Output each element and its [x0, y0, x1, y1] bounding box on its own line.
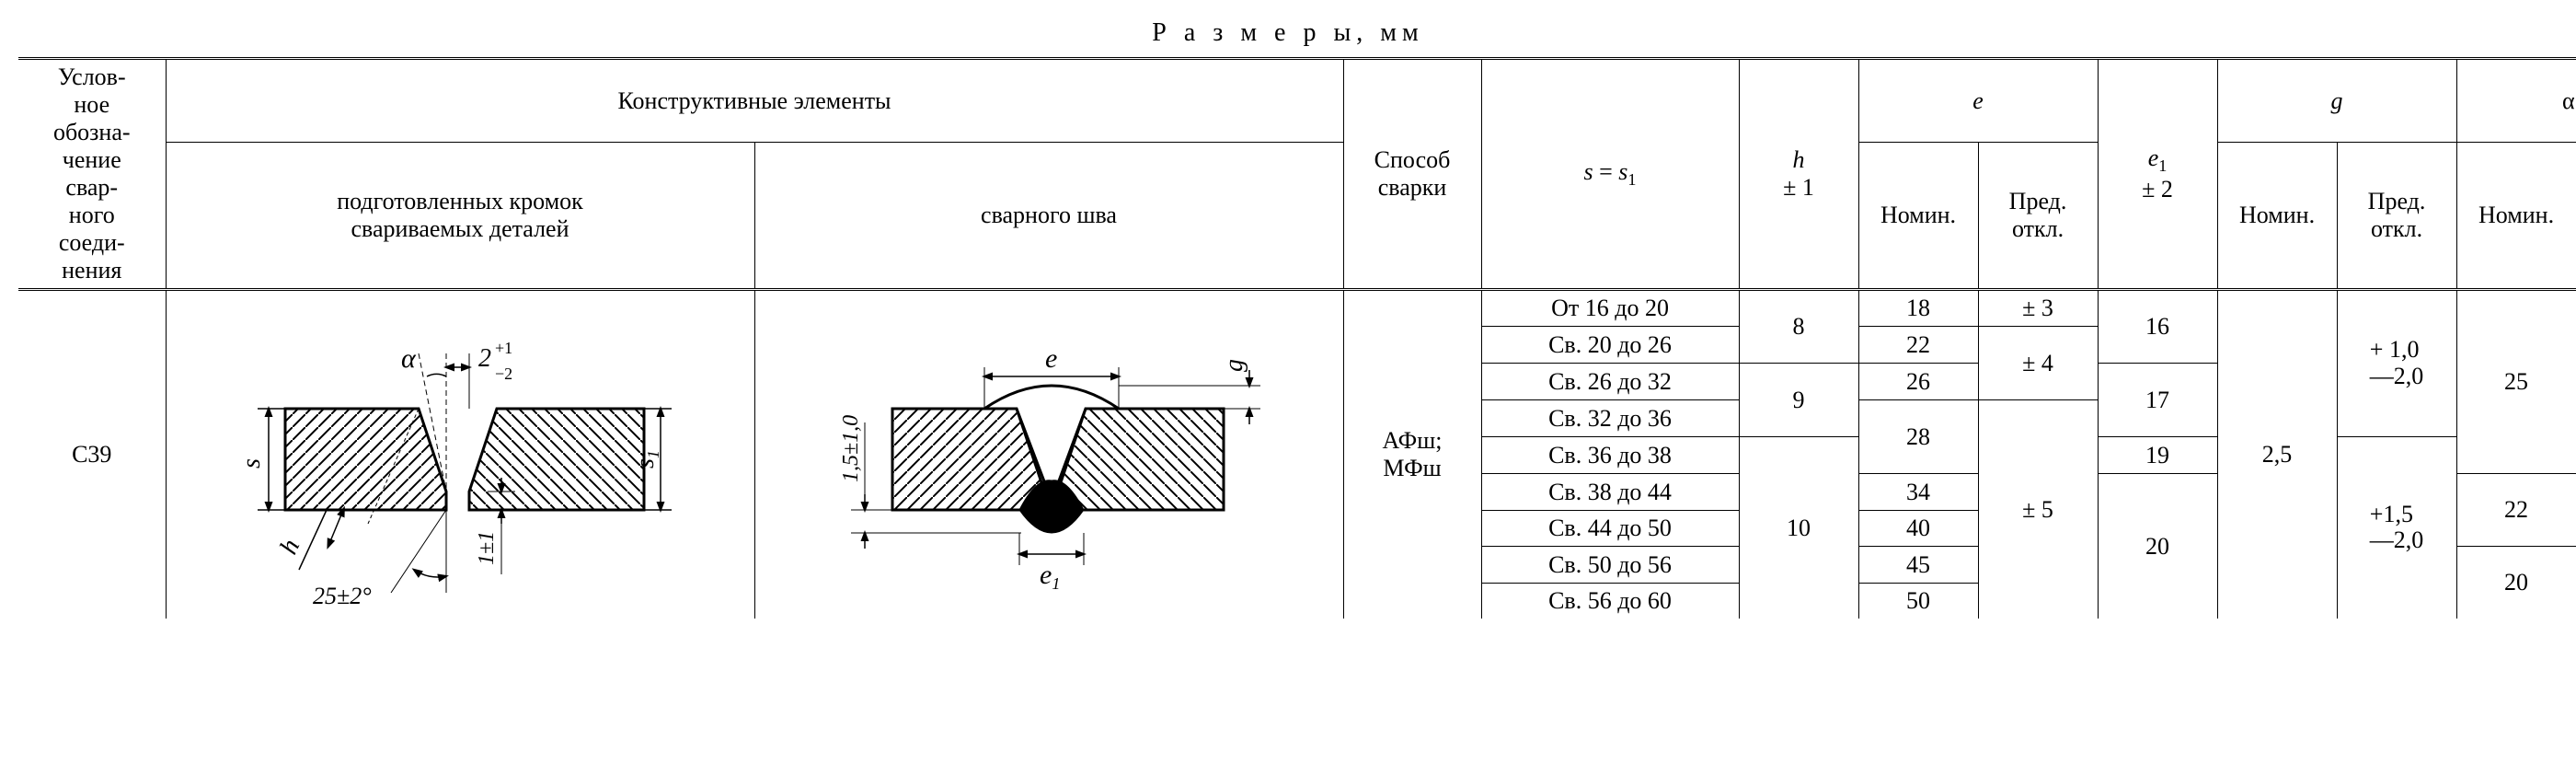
diagram-weld-seam: e g 1,5±1,0 [791, 317, 1306, 593]
cell-g-pred: + 1,0—2,0 [2337, 290, 2456, 437]
hdr-alpha: α ° [2456, 59, 2576, 143]
hdr-g: g [2217, 59, 2456, 143]
hdr-designation: Услов- ное обозна- чение свар- ного соед… [18, 59, 166, 290]
cell-s-range: Св. 50 до 56 [1481, 547, 1739, 584]
cell-diagram-prep: s s1 α 2 +1 −2 [166, 290, 754, 619]
svg-text:s: s [237, 458, 266, 468]
hdr-e-pred: Пред. откл. [1978, 143, 2098, 290]
diagram-prep-edges: s s1 α 2 +1 −2 [202, 298, 718, 611]
cell-designation: С39 [18, 290, 166, 619]
cell-e1: 16 [2098, 290, 2217, 364]
cell-g-nomin: 2,5 [2217, 290, 2337, 619]
cell-e-nomin: 34 [1858, 474, 1978, 511]
cell-e-nomin: 28 [1858, 400, 1978, 474]
cell-s-range: Св. 20 до 26 [1481, 327, 1739, 364]
cell-e-nomin: 50 [1858, 584, 1978, 619]
svg-text:1,5±1,0: 1,5±1,0 [839, 415, 863, 482]
hdr-h-pm1: h± 1 [1739, 59, 1858, 290]
cell-s-range: Св. 38 до 44 [1481, 474, 1739, 511]
cell-e-pred: ± 4 [1978, 327, 2098, 400]
hdr-e-nomin: Номин. [1858, 143, 1978, 290]
cell-s-range: Св. 26 до 32 [1481, 364, 1739, 400]
cell-e-nomin: 18 [1858, 290, 1978, 327]
cell-h: 10 [1739, 437, 1858, 619]
cell-s-range: От 16 до 20 [1481, 290, 1739, 327]
cell-alpha-nomin: 25 [2456, 290, 2576, 474]
cell-s-range: Св. 44 до 50 [1481, 511, 1739, 547]
svg-text:1±1: 1±1 [475, 531, 499, 565]
cell-e-nomin: 22 [1858, 327, 1978, 364]
svg-text:e: e [1045, 343, 1057, 374]
cell-h: 8 [1739, 290, 1858, 364]
hdr-constructive: Конструктивные элементы [166, 59, 1343, 143]
cell-e-pred: ± 5 [1978, 400, 2098, 619]
cell-diagram-weld: e g 1,5±1,0 [754, 290, 1343, 619]
svg-text:h: h [274, 535, 305, 559]
cell-alpha-nomin: 20 [2456, 547, 2576, 619]
cell-e1: 19 [2098, 437, 2217, 474]
cell-e1: 20 [2098, 474, 2217, 619]
hdr-e: e [1858, 59, 2098, 143]
svg-text:25±2°: 25±2° [313, 583, 372, 609]
cell-e-nomin: 40 [1858, 511, 1978, 547]
hdr-g-nomin: Номин. [2217, 143, 2337, 290]
cell-s-range: Св. 56 до 60 [1481, 584, 1739, 619]
cell-e-nomin: 26 [1858, 364, 1978, 400]
svg-text:α: α [401, 343, 417, 374]
page-title: Р а з м е р ы, мм [18, 18, 2558, 48]
cell-e-pred: ± 3 [1978, 290, 2098, 327]
hdr-s-eq-s1: s = s1 [1481, 59, 1739, 290]
svg-text:−2: −2 [495, 364, 512, 383]
cell-g-pred: +1,5—2,0 [2337, 437, 2456, 619]
cell-method: АФш; МФш [1343, 290, 1481, 619]
cell-alpha-nomin: 22 [2456, 474, 2576, 547]
cell-s-range: Св. 32 до 36 [1481, 400, 1739, 437]
svg-text:2: 2 [478, 344, 491, 373]
svg-text:+1: +1 [495, 339, 512, 357]
hdr-g-pred: Пред. откл. [2337, 143, 2456, 290]
hdr-method: Способ сварки [1343, 59, 1481, 290]
hdr-prep-edges: подготовленных кромок свариваемых детале… [166, 143, 754, 290]
cell-s-range: Св. 36 до 38 [1481, 437, 1739, 474]
hdr-e1-pm2: e1± 2 [2098, 59, 2217, 290]
cell-e-nomin: 45 [1858, 547, 1978, 584]
svg-text:g: g [1220, 359, 1248, 372]
cell-e1: 17 [2098, 364, 2217, 437]
hdr-weld-seam: сварного шва [754, 143, 1343, 290]
weld-spec-table: Услов- ное обозна- чение свар- ного соед… [18, 57, 2576, 619]
cell-h: 9 [1739, 364, 1858, 437]
hdr-alpha-nomin: Номин. [2456, 143, 2576, 290]
svg-text:e1: e1 [1040, 560, 1060, 593]
